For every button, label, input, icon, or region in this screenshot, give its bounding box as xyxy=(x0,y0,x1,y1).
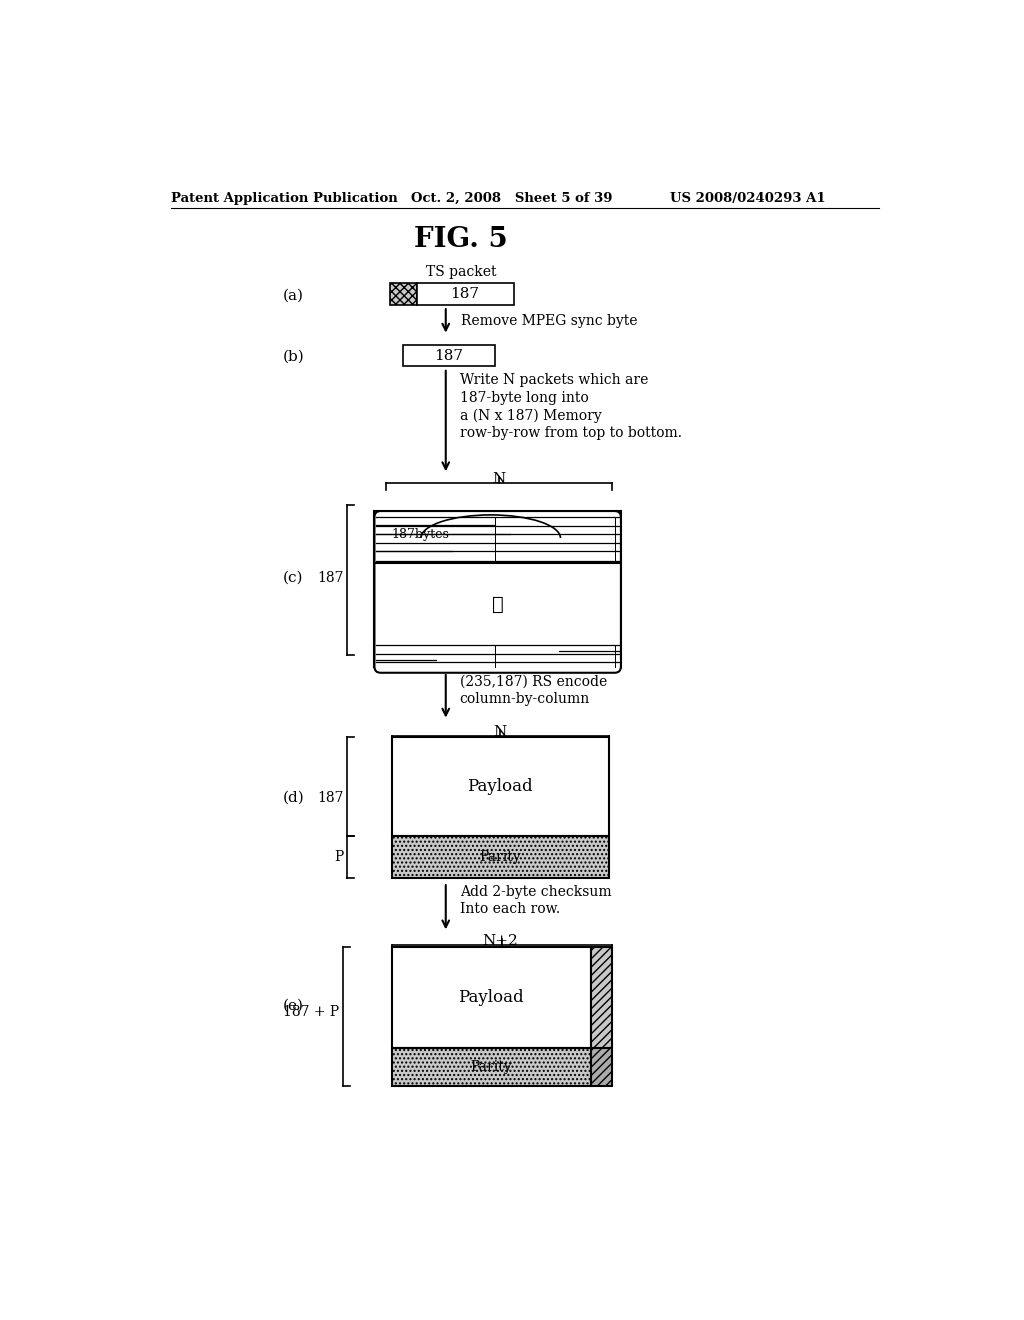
Text: Payload: Payload xyxy=(459,989,524,1006)
Text: 187: 187 xyxy=(317,791,343,804)
Bar xyxy=(403,345,495,367)
Bar xyxy=(390,284,417,305)
Text: Parity: Parity xyxy=(479,850,521,865)
Text: (a): (a) xyxy=(283,289,304,302)
Text: FIG. 5: FIG. 5 xyxy=(415,226,508,252)
Text: P: P xyxy=(334,850,343,865)
Text: 187: 187 xyxy=(317,572,343,585)
Text: (e): (e) xyxy=(283,998,304,1012)
Bar xyxy=(391,836,608,878)
Text: TS packet: TS packet xyxy=(426,265,497,280)
Text: a (N x 187) Memory: a (N x 187) Memory xyxy=(460,408,601,422)
Text: US 2008/0240293 A1: US 2008/0240293 A1 xyxy=(671,191,826,205)
Bar xyxy=(391,946,591,1048)
Text: (c): (c) xyxy=(283,572,303,585)
Text: 187bytes: 187bytes xyxy=(391,528,450,541)
Text: column-by-column: column-by-column xyxy=(460,692,590,706)
Text: N: N xyxy=(492,473,505,487)
Text: 187 + P: 187 + P xyxy=(283,1005,339,1019)
Text: Write N packets which are: Write N packets which are xyxy=(460,374,648,387)
Bar xyxy=(417,284,514,305)
Bar xyxy=(375,511,621,667)
Text: N+2: N+2 xyxy=(482,935,518,949)
Text: (d): (d) xyxy=(283,791,305,804)
Text: Into each row.: Into each row. xyxy=(460,902,560,916)
Text: Oct. 2, 2008   Sheet 5 of 39: Oct. 2, 2008 Sheet 5 of 39 xyxy=(411,191,612,205)
Bar xyxy=(591,1048,612,1086)
Text: 187: 187 xyxy=(434,348,463,363)
Text: N: N xyxy=(494,725,507,739)
Text: Remove MPEG sync byte: Remove MPEG sync byte xyxy=(461,314,638,327)
Text: 187: 187 xyxy=(451,286,479,301)
Text: (235,187) RS encode: (235,187) RS encode xyxy=(460,675,607,689)
Text: Add 2-byte checksum: Add 2-byte checksum xyxy=(460,886,611,899)
Bar xyxy=(391,738,608,836)
Text: row-by-row from top to bottom.: row-by-row from top to bottom. xyxy=(460,426,682,441)
Text: ⋮: ⋮ xyxy=(492,597,504,614)
Bar xyxy=(591,946,612,1048)
Text: Parity: Parity xyxy=(470,1060,512,1074)
Text: (b): (b) xyxy=(283,350,305,364)
Text: Payload: Payload xyxy=(467,779,532,795)
FancyBboxPatch shape xyxy=(375,511,621,673)
Text: 187-byte long into: 187-byte long into xyxy=(460,391,589,405)
Bar xyxy=(391,1048,591,1086)
Text: Patent Application Publication: Patent Application Publication xyxy=(171,191,397,205)
